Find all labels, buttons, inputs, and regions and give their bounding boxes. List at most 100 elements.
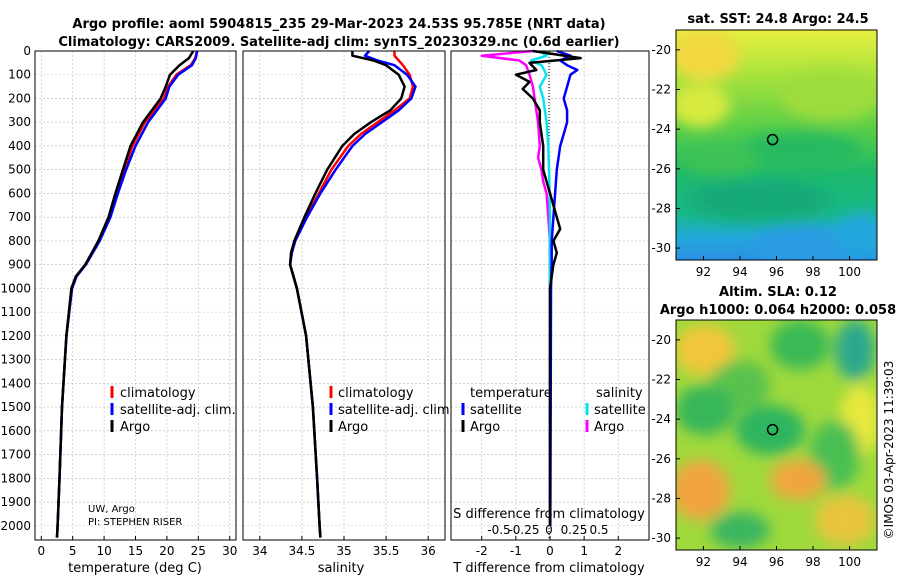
sst-map-panel: sat. SST: 24.8 Argo: 24.5 92 94 96 98 100 -2… [651,12,878,279]
latitude-tick-label: -30 [651,531,671,545]
depth-tick-label: 500 [8,163,31,177]
depth-tick-label: 700 [8,210,31,224]
sst-latitude-tick-labels: -20 -22 -24 -26 -28 -30 [651,43,680,255]
longitude-tick-label: 92 [696,265,711,279]
float-owner-note: UW, Argo [88,504,135,515]
legend-climatology-label: climatology [120,386,196,401]
credit-text: ©IMOS 03-Apr-2023 11:39:03 [882,361,896,540]
x-tick-label: 20 [159,544,174,558]
legend-temp-argo-label: Argo [470,420,500,435]
x-tick-label: 36 [421,544,436,558]
latitude-tick-label: -20 [651,333,671,347]
legend-argo-label: Argo [120,420,150,435]
t-difference-axis-label: T difference from climatology [452,561,645,576]
legend-temperature-title: temperature [470,386,552,401]
depth-tick-label: 1400 [0,376,31,390]
salinity-tick-labels: 34 34.5 35 35.5 36 [252,536,436,558]
temperature-lines [55,50,199,538]
x-tick-label: 1 [580,544,588,558]
legend-climatology-label: climatology [338,386,414,401]
salinity-axis-label: salinity [318,561,365,576]
x-tick-label: 34.5 [289,544,316,558]
s-difference-axis-label: S difference from climatology [453,507,645,522]
temperature-profile-panel: 0100200300400500600700800900100011001200… [0,44,237,576]
temperature-tick-labels: 0 5 10 15 20 25 30 [37,536,237,558]
depth-tick-label: 0 [23,44,31,58]
s-difference-tick-labels: -0.5-0.25 0 0.25 0.5 [487,523,608,537]
pi-note: PI: STEPHEN RISER [88,517,182,528]
difference-legend: temperature satellite Argo salinity sate… [461,386,646,435]
depth-tick-labels: 0 100 200 300 400 500 600 700 800 900 1000 1100 1200… [0,44,31,533]
argo-position-marker [766,133,779,146]
salinity-lines [288,50,417,538]
difference-grid [451,50,649,540]
legend-argo-label: Argo [338,420,368,435]
legend-temp-satellite-label: satellite [470,403,522,418]
longitude-tick-label: 96 [769,555,784,569]
sla-map-title-line1: Altim. SLA: 0.12 [719,285,837,300]
x-tick-label: -1 [510,544,522,558]
x-tick-label: 25 [191,544,206,558]
depth-tick-label: 1500 [0,400,31,414]
latitude-tick-label: -28 [651,201,671,215]
difference-profile-panel: -2 -1 0 1 2 -0.5-0.25 0 0.25 0.5 S difference f… [450,49,650,576]
sla-map-image [676,320,877,550]
s-diff-tick-label: 0.25 [561,523,588,537]
longitude-tick-label: 100 [838,555,861,569]
temperature-axis-label: temperature (deg C) [68,561,202,576]
latitude-tick-label: -26 [651,452,671,466]
figure-title-line1: Argo profile: aoml 5904815_235 29-Mar-20… [72,17,605,32]
x-tick-label: 35.5 [373,544,400,558]
depth-tick-label: 1300 [0,353,31,367]
longitude-tick-label: 100 [838,265,861,279]
depth-tick-label: 1800 [0,471,31,485]
depth-tick-label: 200 [8,91,31,105]
depth-tick-label: 400 [8,139,31,153]
legend-satellite-label: satellite-adj. clim. [338,403,454,418]
depth-tick-label: 1000 [0,281,31,295]
x-tick-label: 10 [96,544,111,558]
longitude-tick-label: 98 [805,555,820,569]
depth-tick-label: 100 [8,68,31,82]
legend-satellite-label: satellite-adj. clim. [120,403,236,418]
salinity-grid [243,50,445,540]
depth-tick-label: 300 [8,115,31,129]
x-tick-label: 0 [546,544,554,558]
longitude-tick-label: 92 [696,555,711,569]
sst-longitude-tick-labels: 92 94 96 98 100 [696,256,861,279]
latitude-tick-label: -24 [651,122,671,136]
temperature-argo-diff-line [514,49,582,526]
figure-title-line2: Climatology: CARS2009. Satellite-adj cli… [58,35,619,50]
legend-sal-satellite-label: satellite [594,403,646,418]
x-tick-label: 5 [69,544,77,558]
x-tick-label: 34 [252,544,267,558]
latitude-tick-label: -28 [651,491,671,505]
latitude-tick-label: -24 [651,412,671,426]
depth-tick-label: 2000 [0,519,31,533]
x-tick-label: 30 [222,544,237,558]
depth-tick-label: 1600 [0,424,31,438]
latitude-tick-label: -22 [651,372,671,386]
salinity-legend: climatology satellite-adj. clim. Argo [329,386,454,435]
s-diff-tick-label: 0 [545,523,553,537]
argo-position-marker [766,423,779,436]
sla-map-panel: Altim. SLA: 0.12 Argo h1000: 0.064 h2000… [651,285,896,569]
salinity-satellite-diff-line [529,49,552,526]
latitude-tick-label: -20 [651,43,671,57]
difference-lines [480,49,582,526]
latitude-tick-label: -22 [651,82,671,96]
sla-latitude-tick-labels: -20 -22 -24 -26 -28 -30 [651,333,680,545]
temperature-argo-line [55,50,195,538]
temperature-legend: climatology satellite-adj. clim. Argo [110,386,236,435]
latitude-tick-label: -30 [651,241,671,255]
x-tick-label: 35 [336,544,351,558]
x-tick-label: 15 [128,544,143,558]
t-difference-tick-labels: -2 -1 0 1 2 [476,536,622,558]
s-diff-tick-label: -0.25 [508,523,539,537]
x-tick-label: -2 [476,544,488,558]
s-diff-tick-label: -0.5 [487,523,510,537]
sla-longitude-tick-labels: 92 94 96 98 100 [696,546,861,569]
temperature-satellite-diff-line [549,49,579,526]
latitude-tick-label: -26 [651,162,671,176]
longitude-tick-label: 94 [732,555,747,569]
